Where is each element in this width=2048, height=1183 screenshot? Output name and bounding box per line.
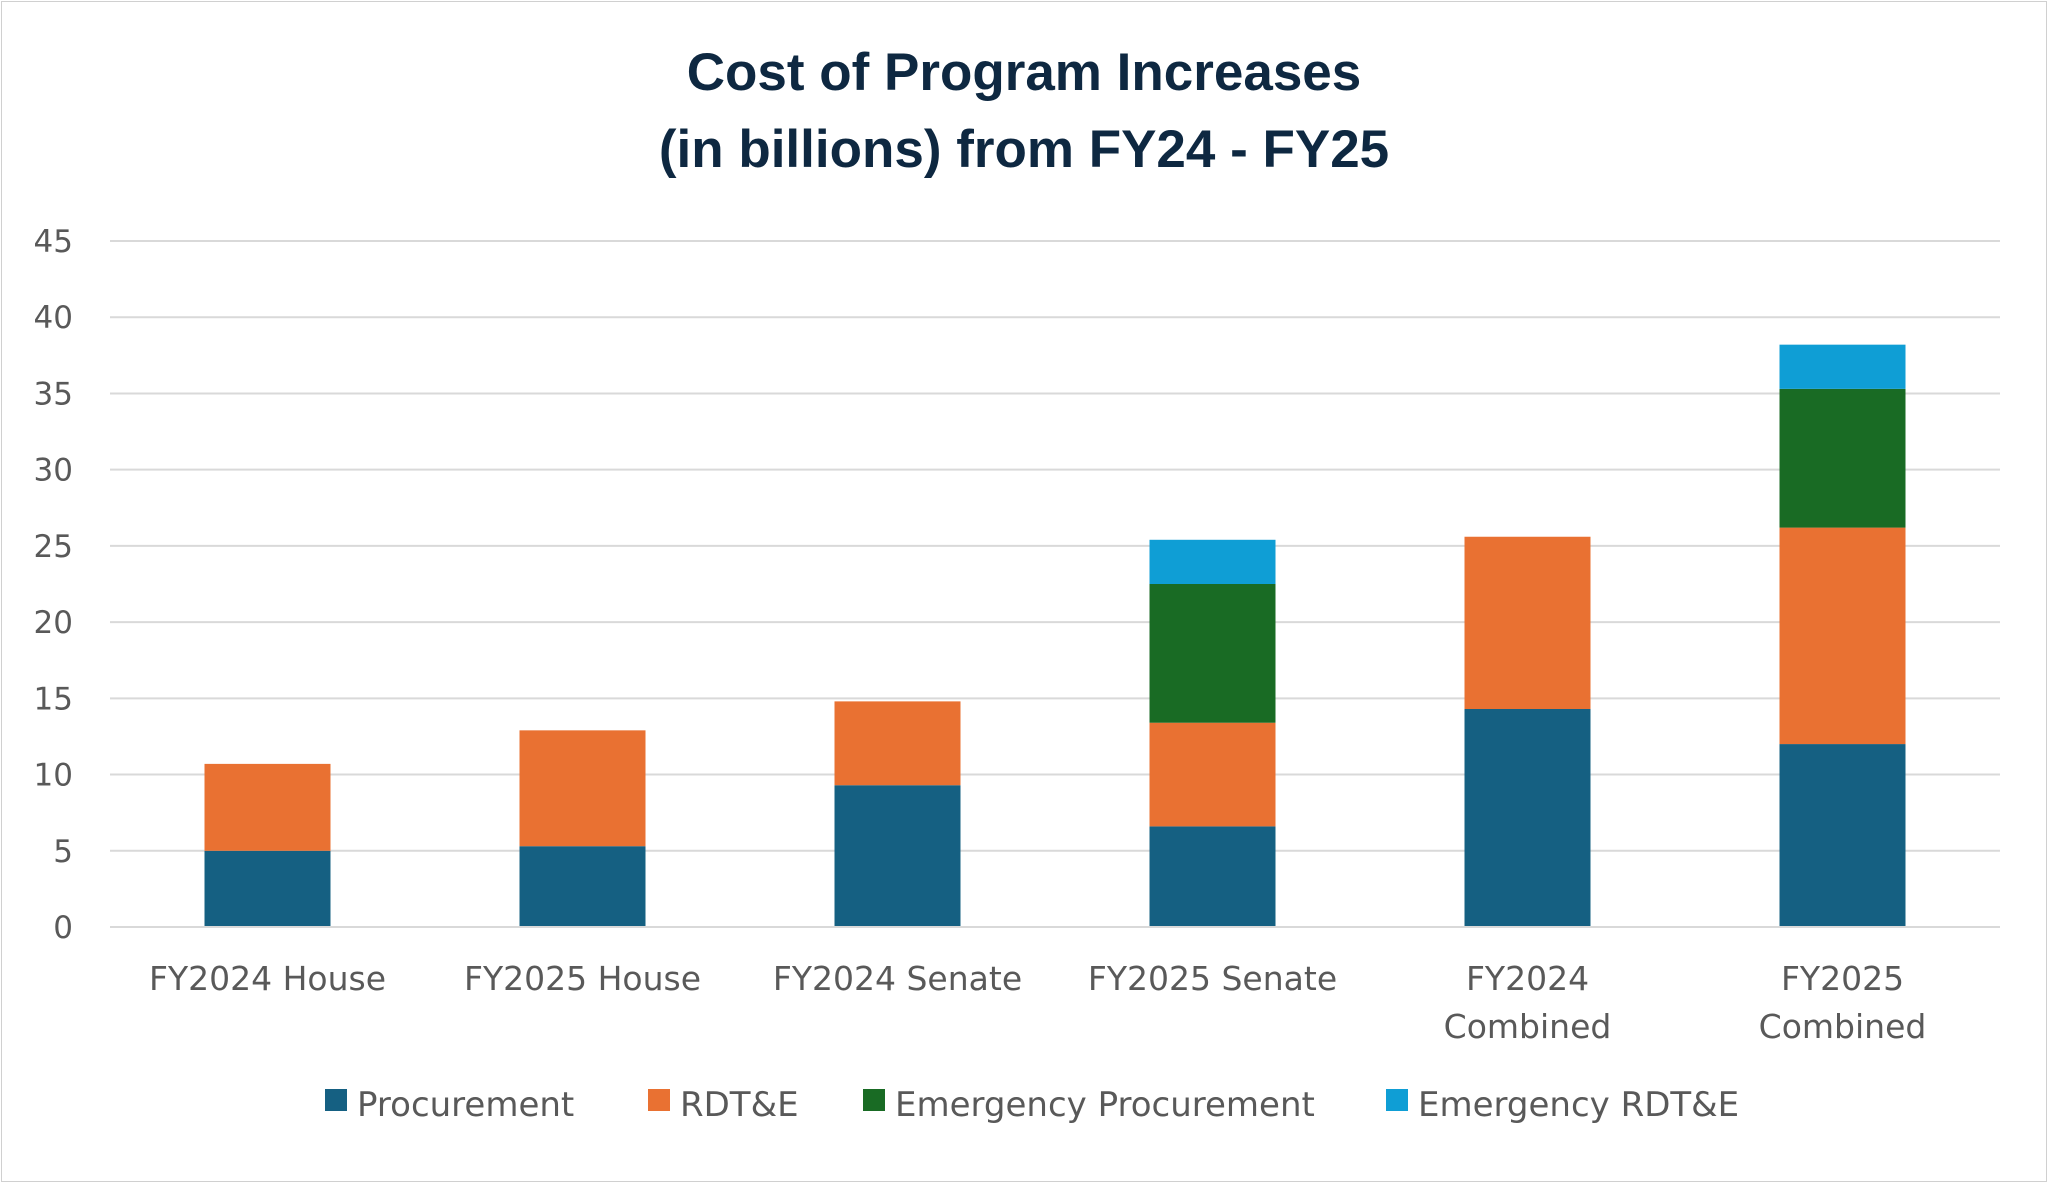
gridlines (110, 240, 2000, 852)
bar-stack (1464, 536, 1591, 927)
legend-swatch (325, 1089, 347, 1111)
y-tick-label: 0 (53, 910, 73, 946)
title-line-2: (in billions) from FY24 - FY25 (659, 120, 1389, 179)
bar-segment (519, 730, 646, 847)
y-tick-label: 10 (34, 758, 73, 794)
y-tick-label: 20 (34, 605, 73, 641)
y-axis-ticks: 0 5 10 15 20 25 30 35 40 45 (34, 224, 73, 946)
x-tick-label: FY2025 (1781, 959, 1904, 998)
x-tick-label: Combined (1759, 1007, 1927, 1046)
bar-segment (1149, 826, 1276, 927)
bar-segment (1779, 344, 1906, 389)
y-tick-label: 35 (34, 376, 73, 412)
x-tick-label: FY2025 House (464, 959, 701, 998)
bar-stack (834, 701, 961, 927)
bar-segment (1779, 744, 1906, 927)
x-tick-label: Combined (1444, 1007, 1612, 1046)
x-tick-label: FY2024 (1466, 959, 1589, 998)
legend-swatch (863, 1089, 885, 1111)
bar-segment (204, 763, 331, 851)
legend-swatch (1386, 1089, 1408, 1111)
bar-segment (1149, 539, 1276, 584)
y-tick-label: 25 (34, 529, 73, 565)
bar-segment (519, 846, 646, 927)
y-tick-label: 15 (34, 681, 73, 717)
legend-item: RDT&E (648, 1085, 799, 1125)
x-axis-labels: FY2024 House FY2025 House FY2024 Senate FY2… (149, 959, 1926, 1046)
y-tick-label: 40 (34, 300, 73, 336)
x-tick-label: FY2024 House (149, 959, 386, 998)
bar-segment (1779, 388, 1906, 528)
bar-segment (1464, 536, 1591, 710)
bar-segment (1149, 584, 1276, 723)
bar-segment (834, 701, 961, 786)
x-tick-label: FY2025 Senate (1088, 959, 1337, 998)
legend-label: RDT&E (680, 1085, 799, 1125)
legend-label: Emergency RDT&E (1418, 1085, 1739, 1125)
bar-stack (1149, 539, 1276, 927)
legend-swatch (648, 1089, 670, 1111)
bar-segment (834, 785, 961, 927)
bar-segment (204, 850, 331, 927)
y-tick-label: 45 (34, 224, 73, 260)
legend-item: Emergency RDT&E (1386, 1085, 1739, 1125)
bar-stack (519, 730, 646, 927)
bar-segment (1464, 709, 1591, 927)
legend-item: Emergency Procurement (863, 1085, 1315, 1125)
bar-stack (204, 763, 331, 927)
legend-label: Emergency Procurement (895, 1085, 1315, 1125)
bar-stack (1779, 344, 1906, 927)
bar-segment (1149, 722, 1276, 827)
y-tick-label: 30 (34, 453, 73, 489)
legend-label: Procurement (357, 1085, 574, 1125)
x-tick-label: FY2024 Senate (773, 959, 1022, 998)
legend-item: Procurement (325, 1085, 574, 1125)
title-line-1: Cost of Program Increases (687, 43, 1362, 102)
chart-title: Cost of Program Increases (in billions) … (659, 43, 1389, 179)
legend: Procurement RDT&E Emergency Procurement Eme… (325, 1085, 1739, 1125)
bars (204, 344, 1906, 927)
y-tick-label: 5 (53, 834, 73, 870)
bar-segment (1779, 527, 1906, 745)
